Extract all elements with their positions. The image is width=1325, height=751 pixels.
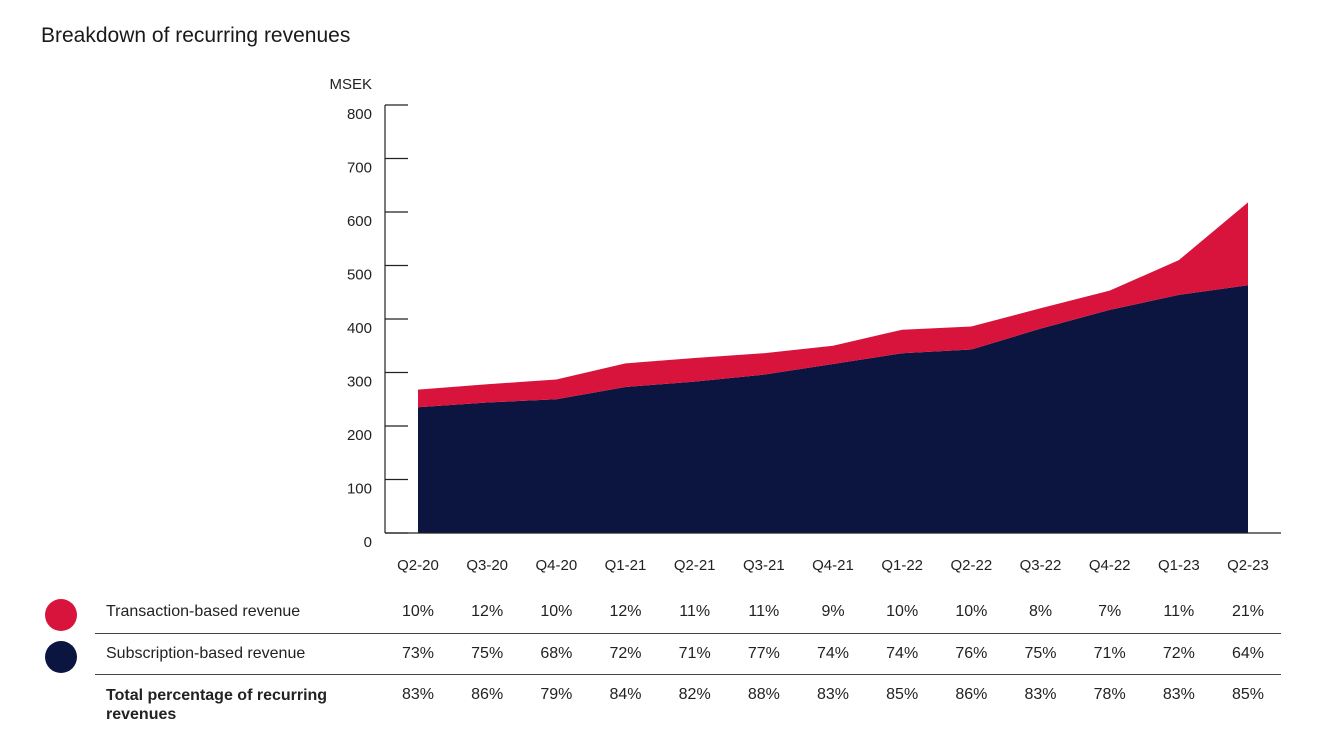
y-tick-label: 200: [347, 427, 372, 444]
x-tick-label: Q4-20: [535, 557, 577, 574]
percentage-cell: 75%: [1024, 645, 1057, 662]
y-axis-label: MSEK: [329, 76, 372, 93]
x-tick-label: Q3-22: [1020, 557, 1062, 574]
area-transaction-based-revenue: [418, 202, 1248, 408]
row-label: Subscription-based revenue: [106, 645, 306, 662]
percentage-cell: 11%: [748, 603, 780, 620]
percentage-cell: 85%: [886, 686, 919, 703]
percentage-cell: 21%: [1231, 603, 1265, 620]
percentage-cell: 71%: [678, 645, 711, 662]
area-subscription-based-revenue: [418, 285, 1248, 533]
percentage-cell: 72%: [1162, 645, 1195, 662]
x-tick-label: Q1-21: [605, 557, 647, 574]
percentage-cell: 82%: [678, 686, 711, 703]
y-tick-label: 500: [347, 267, 372, 284]
percentage-cell: 83%: [816, 686, 850, 703]
percentage-cell: 79%: [540, 686, 573, 703]
percentage-cell: 86%: [471, 686, 504, 703]
x-tick-label: Q4-22: [1089, 557, 1131, 574]
row-label: Transaction-based revenue: [106, 603, 301, 620]
percentage-cell: 84%: [609, 686, 642, 703]
percentage-cell: 73%: [401, 645, 435, 662]
legend-dot: [45, 599, 77, 631]
x-tick-label: Q3-20: [466, 557, 508, 574]
x-tick-label: Q1-23: [1158, 557, 1200, 574]
percentage-cell: 86%: [955, 686, 988, 703]
percentage-cell: 9%: [821, 603, 845, 620]
x-axis: Q2-20 Q3-20 Q4-20 Q1-21 Q2-21 Q3-21 Q4-21 Q1-22…: [385, 532, 1281, 574]
percentage-cell: 83%: [401, 686, 435, 703]
x-tick-label: Q2-23: [1227, 557, 1269, 574]
percentage-cell: 72%: [609, 645, 642, 662]
x-tick-label: Q2-21: [674, 557, 716, 574]
percentage-cell: 78%: [1093, 686, 1126, 703]
y-tick-label: 0: [364, 534, 372, 551]
percentage-cell: 88%: [747, 686, 780, 703]
percentage-cell: 12%: [471, 603, 504, 620]
percentage-cell: 8%: [1028, 603, 1053, 620]
percentage-cell: 10%: [401, 603, 435, 620]
x-tick-label: Q1-22: [881, 557, 923, 574]
area-chart: MSEK 0 100 200 300 400 500 600 700 800 Q2-20 Q3-2…: [329, 76, 1281, 574]
x-tick-label: Q3-21: [743, 557, 785, 574]
percentage-cell: 71%: [1093, 645, 1126, 662]
row-label: Total percentage of recurring revenues: [106, 687, 328, 723]
percentage-cell: 12%: [609, 603, 642, 620]
percentage-cell: 10%: [886, 603, 919, 620]
y-tick-label: 800: [347, 106, 372, 123]
percentage-cell: 83%: [1024, 686, 1057, 703]
x-tick-label: Q2-22: [950, 557, 992, 574]
percentage-cell: 7%: [1098, 603, 1122, 620]
percentage-cell: 75%: [471, 645, 504, 662]
percentage-cell: 10%: [955, 603, 988, 620]
percentage-cell: 74%: [816, 645, 850, 662]
percentage-cell: 11%: [679, 603, 711, 620]
percentage-cell: 76%: [955, 645, 988, 662]
x-tick-label: Q4-21: [812, 557, 854, 574]
percentage-cell: 64%: [1231, 645, 1265, 662]
percentage-cell: 68%: [540, 645, 573, 662]
percentage-cell: 85%: [1231, 686, 1265, 703]
percentage-cell: 10%: [540, 603, 573, 620]
table-divider: [95, 674, 1281, 675]
y-tick-label: 700: [347, 160, 372, 177]
y-axis: 0 100 200 300 400 500 600 700 800: [347, 104, 408, 551]
y-tick-label: 600: [347, 213, 372, 230]
percentage-cell: 74%: [886, 645, 919, 662]
areas: [418, 202, 1248, 533]
chart-title: Breakdown of recurring revenues: [41, 24, 351, 47]
y-tick-label: 400: [347, 320, 372, 337]
percentage-cell: 77%: [747, 645, 780, 662]
y-tick-label: 100: [347, 481, 372, 498]
table-divider: [95, 633, 1281, 634]
x-tick-label: Q2-20: [397, 557, 439, 574]
percentage-cell: 83%: [1162, 686, 1195, 703]
legend-dot: [45, 641, 77, 673]
y-tick-label: 300: [347, 374, 372, 391]
percentage-cell: 11%: [1163, 603, 1195, 620]
